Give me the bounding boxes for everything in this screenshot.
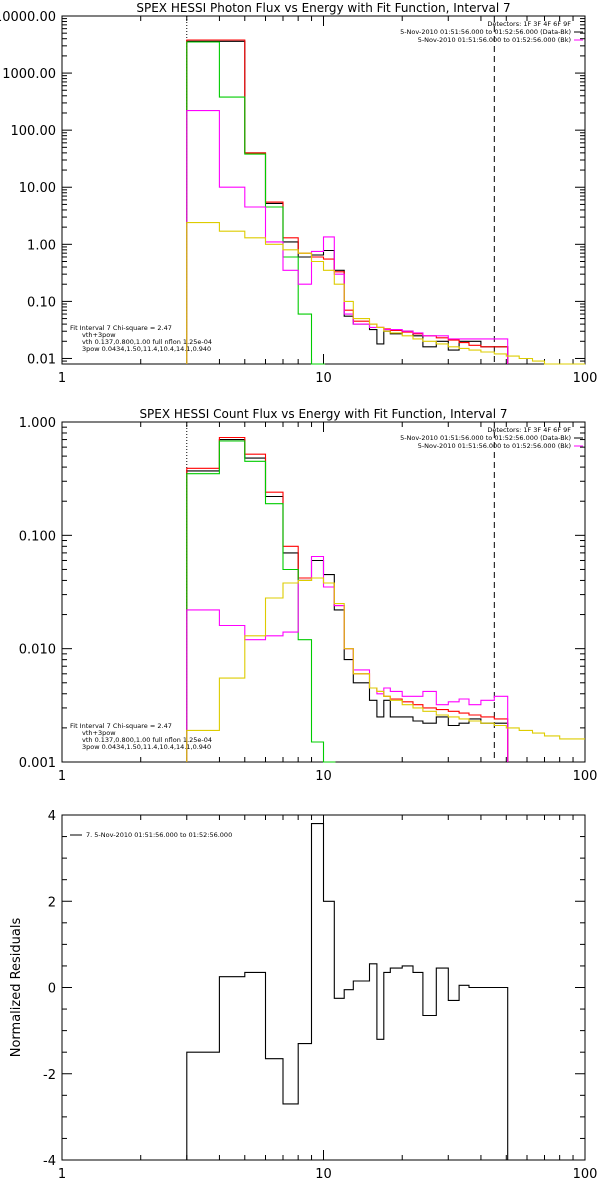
y-tick-label: 1.00 xyxy=(27,238,56,253)
series-line-0 xyxy=(186,823,509,1160)
plot-frame xyxy=(61,421,586,763)
chart-title: SPEX HESSI Count Flux vs Energy with Fit… xyxy=(139,407,507,421)
y-tick-label: 1000.00 xyxy=(2,67,56,82)
x-tick-label: 100 xyxy=(573,371,598,386)
y-tick-label: 0.010 xyxy=(19,643,56,658)
y-tick-label: 0 xyxy=(48,982,56,997)
y-tick-label: 10.00 xyxy=(19,181,56,196)
legend-entry: 5-Nov-2010 01:51:56.000 to 01:52:56.000 … xyxy=(418,36,571,44)
x-tick-label: 10 xyxy=(315,769,332,784)
y-tick-label: 1.000 xyxy=(19,416,56,431)
y-tick-label: 0.100 xyxy=(19,529,56,544)
y-tick-label: -2 xyxy=(43,1068,56,1083)
y-tick-label: -4 xyxy=(43,1154,56,1169)
legend-entry: 5-Nov-2010 01:51:56.000 to 01:52:56.000 … xyxy=(400,28,571,36)
x-tick-label: 100 xyxy=(573,1167,598,1182)
y-tick-label: 0.10 xyxy=(27,295,56,310)
fit-legend-entry: vth 0.137,0.800,1.00 full nflon 1.25e-04 xyxy=(82,338,212,346)
fit-legend-entry: 3pow 0.0434,1.50,11.4,10.4,14.1,0.940 xyxy=(82,345,211,353)
fit-legend-entry: vth+3pow xyxy=(82,331,116,339)
fit-legend-entry: vth 0.137,0.800,1.00 full nflon 1.25e-04 xyxy=(82,736,212,744)
y-tick-label: 4 xyxy=(48,809,56,824)
x-tick-label: 1 xyxy=(58,1167,66,1182)
fit-legend-entry: Fit Interval 7 Chi-square = 2.47 xyxy=(70,324,172,332)
x-tick-label: 10 xyxy=(315,371,332,386)
y-tick-label: 2 xyxy=(48,895,56,910)
fit-legend-entry: 3pow 0.0434,1.50,11.4,10.4,14.1,0.940 xyxy=(82,743,211,751)
photon-flux-panel: SPEX HESSI Photon Flux vs Energy with Fi… xyxy=(0,1,597,386)
series-line-2 xyxy=(186,41,325,365)
y-tick-label: 100.00 xyxy=(11,124,57,139)
legend-entry: Detectors: 1F 3F 4F 6F 9F xyxy=(487,20,571,28)
series-line-4 xyxy=(186,222,585,365)
series-line-0 xyxy=(186,40,509,364)
x-tick-label: 1 xyxy=(58,769,66,784)
series-line-4 xyxy=(186,577,585,762)
legend-entry: Detectors: 1F 3F 4F 6F 9F xyxy=(487,426,571,434)
y-tick-label: 0.01 xyxy=(27,352,56,367)
residuals-panel: 1 10 100 4 2 0 -2 -4 Normalized Residuals 7. 5-No… xyxy=(9,809,597,1182)
series-line-2 xyxy=(186,440,336,763)
fit-legend-entry: Fit Interval 7 Chi-square = 2.47 xyxy=(70,722,172,730)
x-tick-label: 100 xyxy=(573,769,598,784)
count-flux-panel: SPEX HESSI Count Flux vs Energy with Fit… xyxy=(19,407,598,784)
legend-entry: 5-Nov-2010 01:51:56.000 to 01:52:56.000 … xyxy=(400,434,571,442)
x-tick-label: 10 xyxy=(315,1167,332,1182)
plot-frame xyxy=(61,15,586,365)
series-line-1 xyxy=(186,39,509,364)
fit-legend-entry: vth+3pow xyxy=(82,729,116,737)
legend-entry: 7. 5-Nov-2010 01:51:56.000 to 01:52:56.0… xyxy=(86,831,232,839)
y-axis-label: Normalized Residuals xyxy=(9,918,24,1058)
y-tick-label: 10000.00 xyxy=(0,10,56,25)
x-tick-label: 1 xyxy=(58,371,66,386)
chart-title: SPEX HESSI Photon Flux vs Energy with Fi… xyxy=(136,1,510,15)
series-line-0 xyxy=(186,439,509,762)
y-tick-label: 0.001 xyxy=(19,756,56,771)
series-line-1 xyxy=(186,436,509,762)
series-line-3 xyxy=(186,110,509,364)
legend-entry: 5-Nov-2010 01:51:56.000 to 01:52:56.000 … xyxy=(418,442,571,450)
